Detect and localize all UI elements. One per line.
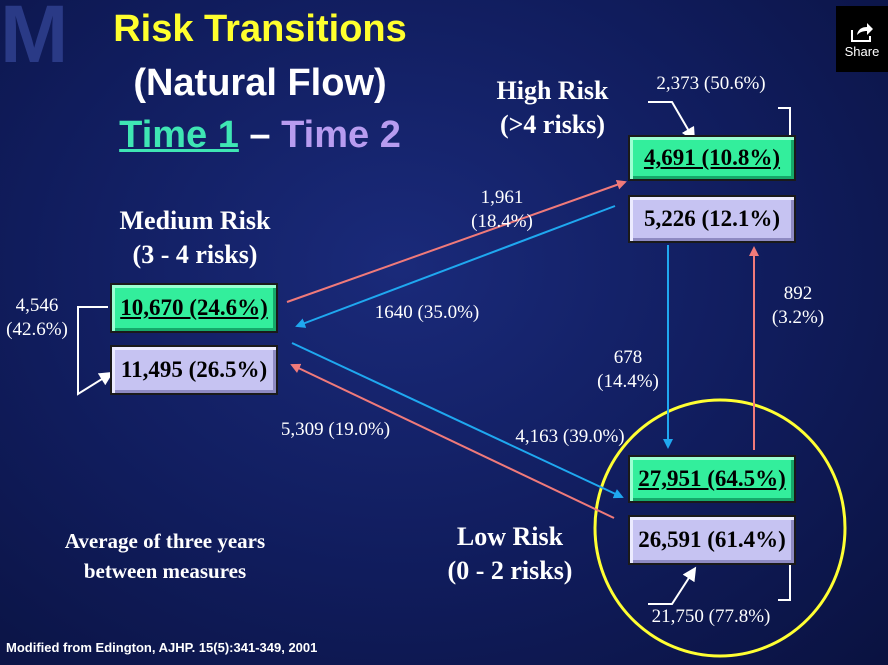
flow-low-to-high-label: 892 (3.2%) — [758, 282, 838, 330]
high-risk-label: High Risk (>4 risks) — [470, 74, 635, 142]
low-stay-count: 21,750 (77.8%) — [636, 605, 786, 629]
medium-stay-count: 4,546 (42.6%) — [2, 294, 72, 342]
high-time1-box: 4,691 (10.8%) — [628, 135, 796, 181]
flow-med-to-low-label: 4,163 (39.0%) — [490, 425, 650, 449]
flow-low-to-high-number: 892 — [758, 282, 838, 306]
high-time2-box: 5,226 (12.1%) — [628, 195, 796, 243]
loop-low — [648, 560, 790, 604]
medium-risk-range: (3 - 4 risks) — [90, 238, 300, 272]
flow-high-to-low-label: 678 (14.4%) — [588, 346, 668, 394]
low-time1-value: 27,951 (64.5%) — [638, 466, 786, 492]
medium-stay-percent: (42.6%) — [2, 318, 72, 342]
high-stay-count: 2,373 (50.6%) — [636, 72, 786, 96]
flow-med-to-high-label: 1,961 (18.4%) — [452, 186, 552, 234]
footnote-average: Average of three years between measures — [30, 526, 300, 586]
footnote-line1: Average of three years — [30, 526, 300, 556]
flow-low-to-high-percent: (3.2%) — [758, 306, 838, 330]
medium-time2-value: 11,495 (26.5%) — [121, 357, 267, 383]
flow-med-to-high-number: 1,961 — [452, 186, 552, 210]
high-time1-value: 4,691 (10.8%) — [644, 145, 780, 171]
low-risk-range: (0 - 2 risks) — [430, 554, 590, 588]
low-risk-title: Low Risk — [430, 520, 590, 554]
medium-stay-number: 4,546 — [2, 294, 72, 318]
flow-high-to-low-number: 678 — [588, 346, 668, 370]
low-time2-box: 26,591 (61.4%) — [628, 515, 796, 565]
footnote-line2: between measures — [30, 556, 300, 586]
low-risk-label: Low Risk (0 - 2 risks) — [430, 520, 590, 588]
flow-low-to-med-label: 5,309 (19.0%) — [248, 418, 423, 442]
high-risk-range: (>4 risks) — [470, 108, 635, 142]
medium-risk-label: Medium Risk (3 - 4 risks) — [90, 204, 300, 272]
low-time1-box: 27,951 (64.5%) — [628, 455, 796, 503]
medium-risk-title: Medium Risk — [90, 204, 300, 238]
medium-time1-value: 10,670 (24.6%) — [120, 295, 268, 321]
high-risk-title: High Risk — [470, 74, 635, 108]
high-time2-value: 5,226 (12.1%) — [644, 206, 780, 232]
medium-time2-box: 11,495 (26.5%) — [110, 345, 278, 395]
loop-medium — [78, 307, 110, 394]
flow-high-to-low-percent: (14.4%) — [588, 370, 668, 394]
low-time2-value: 26,591 (61.4%) — [638, 527, 786, 553]
medium-time1-box: 10,670 (24.6%) — [110, 283, 278, 333]
source-credit: Modified from Edington, AJHP. 15(5):341-… — [6, 640, 317, 655]
flow-high-to-med-label: 1640 (35.0%) — [342, 301, 512, 325]
flow-med-to-high-percent: (18.4%) — [452, 210, 552, 234]
